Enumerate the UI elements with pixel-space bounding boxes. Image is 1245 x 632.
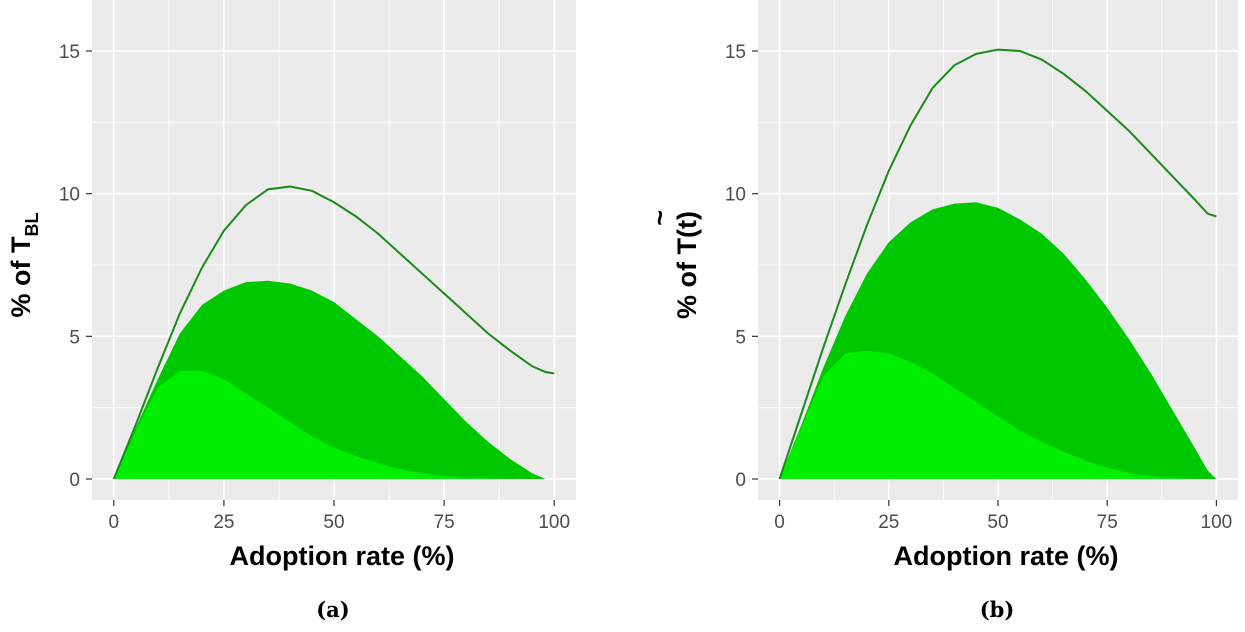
y-tick-label: 5	[735, 327, 746, 348]
panel-caption: (a)	[316, 597, 349, 622]
x-tick-label: 50	[323, 512, 344, 533]
y-axis-title-subscript: BL	[22, 213, 42, 237]
series-line	[112, 185, 555, 480]
x-tick-label: 100	[538, 512, 570, 533]
y-axis-title: % of T(t)	[672, 211, 702, 319]
x-tick-label: 25	[878, 512, 899, 533]
chart-panel-2: 0 25 50 75 100 0 5 10 15 Adoption rate (%) % of T(…	[645, 0, 1238, 622]
y-tick-label: 0	[735, 470, 746, 491]
area-inner	[113, 370, 555, 479]
y-tick-label: 0	[69, 470, 80, 491]
x-tick-label: 25	[213, 512, 234, 533]
panel-caption: (b)	[980, 597, 1015, 622]
x-tick-label: 0	[108, 512, 119, 533]
tilde-accent: ~	[645, 210, 675, 226]
x-axis-title: Adoption rate (%)	[894, 541, 1119, 571]
y-tick-label: 10	[725, 185, 746, 206]
x-tick-label: 0	[774, 512, 785, 533]
y-tick-label: 15	[59, 42, 80, 63]
x-tick-label: 50	[987, 512, 1008, 533]
area-inner	[779, 350, 1217, 479]
y-tick-label: 10	[59, 185, 80, 206]
y-tick-label: 15	[725, 42, 746, 63]
y-tick-label: 5	[69, 327, 80, 348]
series-line	[778, 48, 1217, 480]
x-tick-label: 100	[1201, 512, 1233, 533]
x-axis-title: Adoption rate (%)	[230, 541, 455, 571]
chart-panel-1: 0 25 50 75 100 0 5 10 15 Adoption rate (%) % of TB…	[6, 0, 576, 622]
x-tick-label: 75	[434, 512, 455, 533]
y-axis-title: % of TBL	[6, 213, 42, 318]
x-tick-label: 75	[1097, 512, 1118, 533]
